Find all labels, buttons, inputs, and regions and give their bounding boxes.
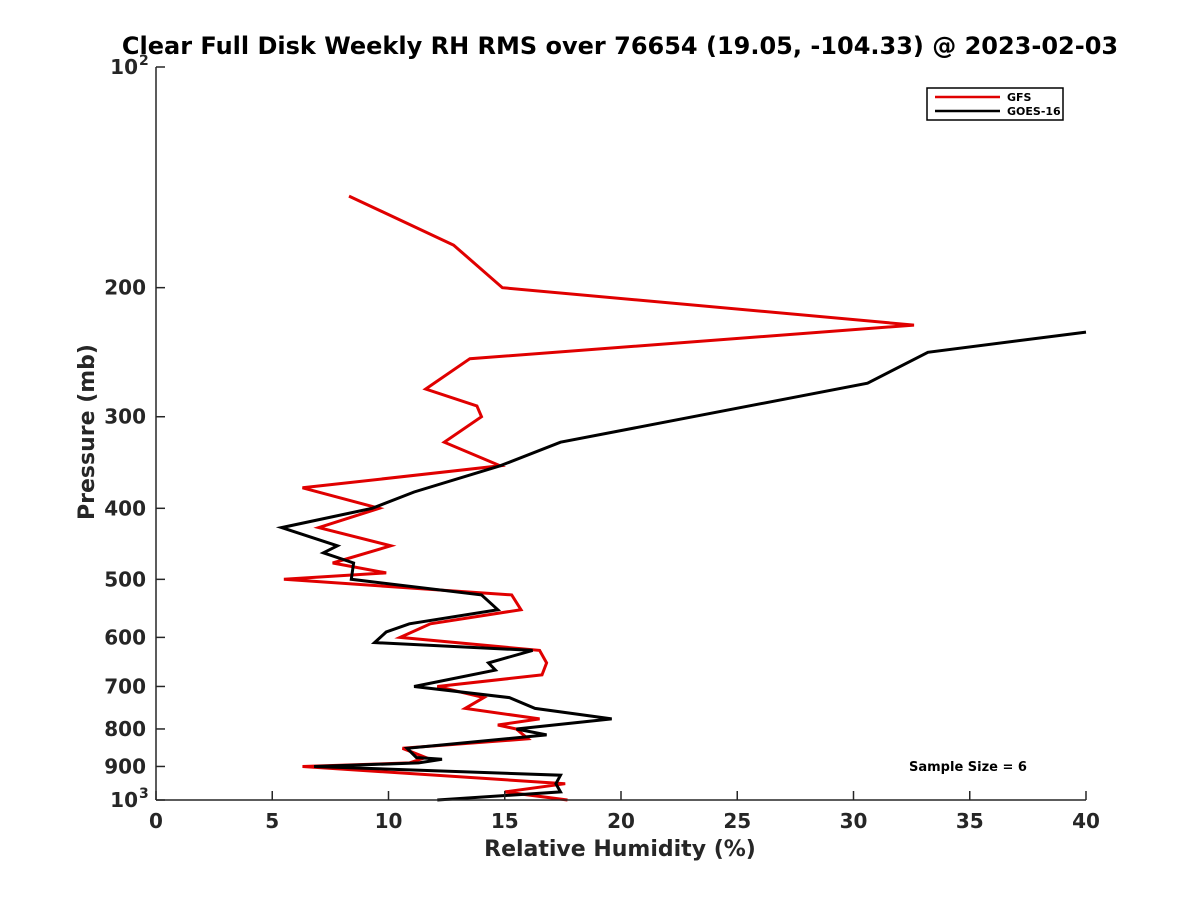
x-tick-label: 20 — [607, 809, 635, 833]
series-line-goes-16 — [275, 330, 1087, 802]
y-tick-label: 10 — [110, 55, 138, 79]
y-tick-label: 300 — [104, 405, 146, 429]
x-tick-label: 30 — [840, 809, 868, 833]
x-tick-label: 10 — [375, 809, 403, 833]
x-tick-label: 5 — [265, 809, 279, 833]
y-tick-label: 400 — [104, 496, 146, 520]
y-tick-label: 600 — [104, 625, 146, 649]
legend-box — [926, 87, 1064, 121]
x-axis-label: Relative Humidity (%) — [484, 837, 756, 862]
x-tick-label: 40 — [1072, 809, 1100, 833]
y-tick-label: 800 — [104, 717, 146, 741]
y-tick-label: 10 — [110, 788, 138, 812]
x-tick-label: 15 — [491, 809, 519, 833]
y-tick-label: 900 — [104, 754, 146, 778]
y-tick-label: 700 — [104, 674, 146, 698]
x-tick-label: 25 — [723, 809, 751, 833]
y-tick-label: 500 — [104, 567, 146, 591]
x-axis: 0 5 10 15 20 25 30 35 40 — [149, 791, 1100, 833]
y-tick-exponent: 3 — [139, 786, 149, 802]
x-tick-label: 35 — [956, 809, 984, 833]
chart-title: Clear Full Disk Weekly RH RMS over 76654… — [122, 32, 1118, 60]
plot-area — [275, 194, 1087, 802]
sample-size-annotation: Sample Size = 6 — [909, 760, 1027, 775]
y-tick-label: 200 — [104, 276, 146, 300]
y-axis-label: Pressure (mb) — [75, 344, 100, 520]
x-tick-label: 0 — [149, 809, 163, 833]
legend-label-goes16: GOES-16 — [1007, 105, 1061, 118]
y-tick-exponent: 2 — [139, 53, 149, 69]
legend-label-gfs: GFS — [1007, 91, 1032, 104]
legend: GFS GOES-16 — [926, 87, 1064, 121]
